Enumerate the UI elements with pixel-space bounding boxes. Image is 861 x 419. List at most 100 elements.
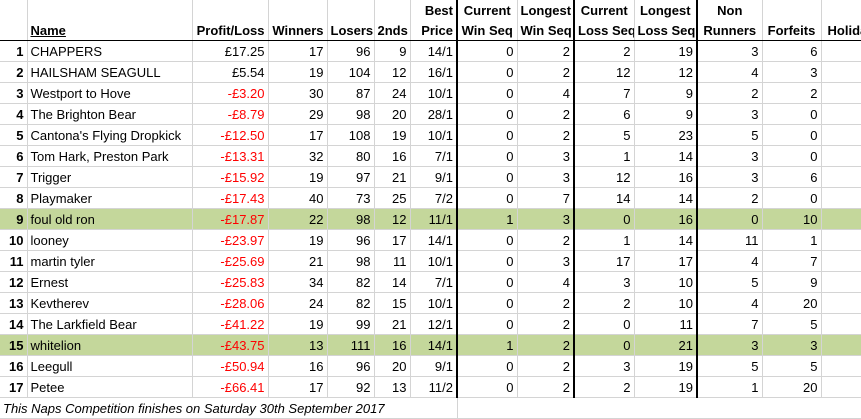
cell-forfeits: 9 — [762, 271, 822, 293]
cell-seconds: 21 — [374, 166, 411, 188]
cell-non-runners: 4 — [697, 61, 763, 83]
cell-profit-loss: -£12.50 — [192, 124, 269, 146]
cell-forfeits: 3 — [762, 61, 822, 83]
cell-holiday: 0 — [821, 376, 861, 398]
cell-longest-win-seq: 4 — [517, 82, 575, 104]
competition-end-note: This Naps Competition finishes on Saturd… — [0, 397, 458, 419]
cell-longest-win-seq: 2 — [517, 229, 575, 251]
cell-current-win-seq: 0 — [456, 124, 518, 146]
cell-longest-win-seq: 2 — [517, 292, 575, 314]
header-rank — [0, 0, 28, 20]
cell-current-loss-seq: 2 — [574, 376, 635, 398]
cell-name: Petee — [27, 376, 193, 398]
header-longest-loss-seq-line2: Loss Seq — [634, 20, 698, 41]
cell-profit-loss: -£25.69 — [192, 250, 269, 272]
cell-winners: 24 — [268, 292, 328, 314]
header-current-win-seq-line2: Win Seq — [456, 20, 518, 41]
cell-forfeits: 6 — [762, 166, 822, 188]
header-current-loss-seq-line1: Current — [574, 0, 635, 20]
cell-holiday: 3 — [821, 229, 861, 251]
cell-best-price: 10/1 — [410, 82, 458, 104]
cell-forfeits: 3 — [762, 334, 822, 356]
cell-longest-win-seq: 3 — [517, 250, 575, 272]
cell-profit-loss: -£23.97 — [192, 229, 269, 251]
cell-name: Leegull — [27, 355, 193, 377]
cell-non-runners: 3 — [697, 40, 763, 62]
cell-longest-loss-seq: 14 — [634, 187, 698, 209]
cell-seconds: 19 — [374, 124, 411, 146]
cell-profit-loss: £5.54 — [192, 61, 269, 83]
cell-best-price: 7/1 — [410, 271, 458, 293]
cell-name: HAILSHAM SEAGULL — [27, 61, 193, 83]
cell-best-price: 14/1 — [410, 229, 458, 251]
cell-forfeits: 0 — [762, 187, 822, 209]
header-non-runners-line2: Runners — [697, 20, 763, 41]
cell-longest-win-seq: 2 — [517, 61, 575, 83]
cell-non-runners: 7 — [697, 313, 763, 335]
cell-longest-win-seq: 2 — [517, 40, 575, 62]
cell-best-price: 9/1 — [410, 166, 458, 188]
cell-longest-loss-seq: 17 — [634, 250, 698, 272]
cell-profit-loss: £17.25 — [192, 40, 269, 62]
cell-current-loss-seq: 0 — [574, 313, 635, 335]
header-losers: Losers — [327, 20, 375, 41]
cell-seconds: 9 — [374, 40, 411, 62]
cell-name: foul old ron — [27, 208, 193, 230]
cell-current-win-seq: 0 — [456, 82, 518, 104]
header-best-price-line2: Price — [410, 20, 458, 41]
cell-holiday: 8 — [821, 40, 861, 62]
header-seconds-top — [374, 0, 411, 20]
cell-holiday: 15 — [821, 187, 861, 209]
cell-current-win-seq: 1 — [456, 208, 518, 230]
cell-non-runners: 3 — [697, 103, 763, 125]
header-profit-top — [192, 0, 269, 20]
cell-non-runners: 0 — [697, 208, 763, 230]
cell-rank: 8 — [0, 187, 28, 209]
cell-current-win-seq: 0 — [456, 271, 518, 293]
cell-profit-loss: -£17.43 — [192, 187, 269, 209]
cell-winners: 19 — [268, 61, 328, 83]
cell-seconds: 20 — [374, 355, 411, 377]
cell-holiday: 16 — [821, 145, 861, 167]
cell-seconds: 16 — [374, 334, 411, 356]
cell-longest-loss-seq: 9 — [634, 103, 698, 125]
cell-rank: 5 — [0, 124, 28, 146]
cell-longest-loss-seq: 10 — [634, 292, 698, 314]
cell-winners: 19 — [268, 313, 328, 335]
cell-losers: 97 — [327, 166, 375, 188]
header-longest-win-seq-line1: Longest — [517, 0, 575, 20]
cell-current-loss-seq: 6 — [574, 103, 635, 125]
cell-name: Tom Hark, Preston Park — [27, 145, 193, 167]
cell-forfeits: 10 — [762, 208, 822, 230]
cell-seconds: 24 — [374, 82, 411, 104]
cell-seconds: 11 — [374, 250, 411, 272]
cell-name: looney — [27, 229, 193, 251]
cell-forfeits: 6 — [762, 40, 822, 62]
cell-current-win-seq: 0 — [456, 292, 518, 314]
cell-rank: 3 — [0, 82, 28, 104]
cell-profit-loss: -£17.87 — [192, 208, 269, 230]
cell-seconds: 21 — [374, 313, 411, 335]
cell-non-runners: 2 — [697, 82, 763, 104]
cell-losers: 80 — [327, 145, 375, 167]
header-profit-loss: Profit/Loss — [192, 20, 269, 41]
cell-losers: 98 — [327, 103, 375, 125]
cell-seconds: 14 — [374, 271, 411, 293]
cell-holiday: 0 — [821, 250, 861, 272]
cell-profit-loss: -£66.41 — [192, 376, 269, 398]
cell-current-win-seq: 0 — [456, 355, 518, 377]
cell-rank: 4 — [0, 103, 28, 125]
cell-longest-loss-seq: 19 — [634, 376, 698, 398]
cell-losers: 99 — [327, 313, 375, 335]
cell-forfeits: 20 — [762, 376, 822, 398]
cell-best-price: 10/1 — [410, 124, 458, 146]
cell-current-loss-seq: 5 — [574, 124, 635, 146]
cell-rank: 7 — [0, 166, 28, 188]
cell-losers: 98 — [327, 208, 375, 230]
cell-holiday: 5 — [821, 166, 861, 188]
